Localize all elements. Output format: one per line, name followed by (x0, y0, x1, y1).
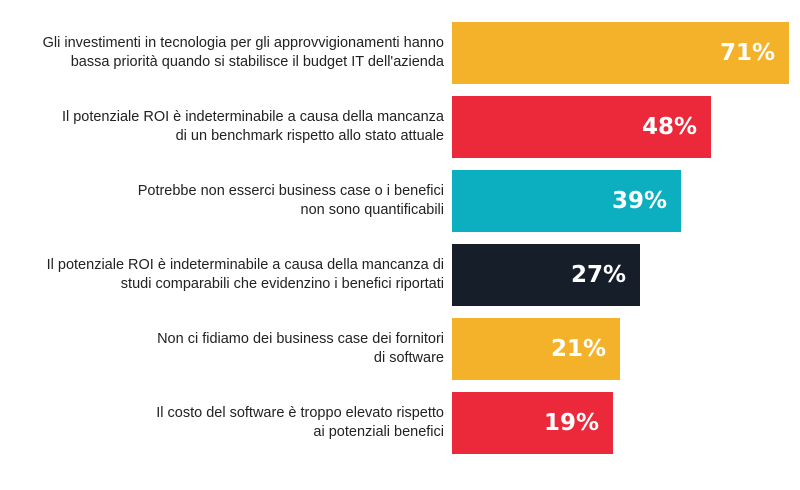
category-label: Non ci fidiamo dei business case dei for… (4, 330, 444, 368)
category-label-line: studi comparabili che evidenzino i benef… (120, 276, 444, 292)
data-label: 71% (719, 40, 775, 66)
category-label-line: non sono quantificabili (300, 202, 445, 218)
bar-row: Il potenziale ROI è indeterminabile a ca… (0, 96, 800, 158)
data-label: 48% (641, 114, 697, 140)
category-label-line: Gli investimenti in tecnologia per gli a… (42, 35, 444, 51)
category-label-line: Il potenziale ROI è indeterminabile a ca… (46, 257, 444, 273)
data-label: 21% (550, 336, 606, 362)
bar-row: Il potenziale ROI è indeterminabile a ca… (0, 244, 800, 306)
category-label: Gli investimenti in tecnologia per gli a… (4, 34, 444, 72)
bar: 21% (452, 318, 620, 380)
bar: 48% (452, 96, 711, 158)
bar: 39% (452, 170, 681, 232)
category-label-line: Il potenziale ROI è indeterminabile a ca… (61, 109, 444, 125)
category-label-line: Non ci fidiamo dei business case dei for… (157, 331, 444, 347)
bar: 71% (452, 22, 789, 84)
data-label: 39% (611, 188, 667, 214)
category-label-line: Il costo del software è troppo elevato r… (156, 405, 444, 421)
category-label: Il potenziale ROI è indeterminabile a ca… (4, 108, 444, 146)
bar: 27% (452, 244, 640, 306)
category-label: Potrebbe non esserci business case o i b… (4, 182, 444, 220)
category-label-line: Potrebbe non esserci business case o i b… (137, 183, 444, 199)
category-label-line: di un benchmark rispetto allo stato attu… (175, 128, 444, 144)
data-label: 27% (570, 262, 626, 288)
bar: 19% (452, 392, 613, 454)
category-label-line: di software (373, 350, 444, 366)
category-label-line: ai potenziali benefici (313, 424, 444, 440)
category-label: Il potenziale ROI è indeterminabile a ca… (4, 256, 444, 294)
bar-row: Potrebbe non esserci business case o i b… (0, 170, 800, 232)
category-label-line: bassa priorità quando si stabilisce il b… (70, 54, 444, 70)
category-label: Il costo del software è troppo elevato r… (4, 404, 444, 442)
bar-row: Il costo del software è troppo elevato r… (0, 392, 800, 454)
bar-row: Gli investimenti in tecnologia per gli a… (0, 22, 800, 84)
bar-row: Non ci fidiamo dei business case dei for… (0, 318, 800, 380)
data-label: 19% (543, 410, 599, 436)
